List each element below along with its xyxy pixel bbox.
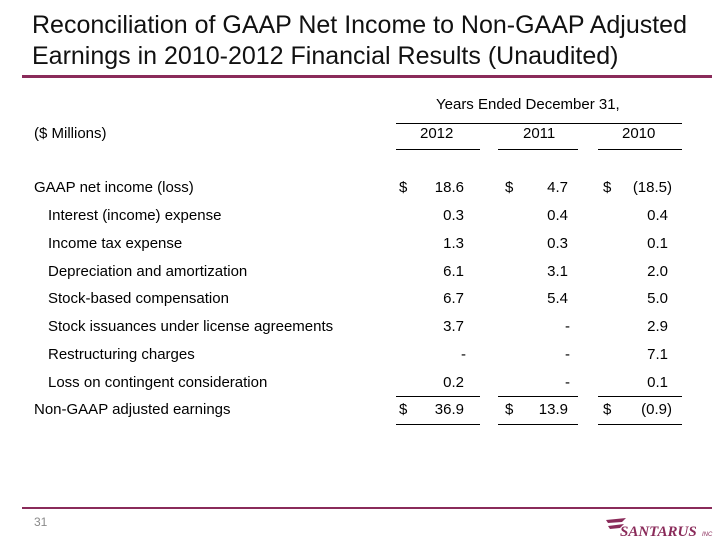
total-row-label: Non-GAAP adjusted earnings	[34, 401, 231, 418]
row-label: Restructuring charges	[48, 346, 195, 363]
slide-title: Reconciliation of GAAP Net Income to Non…	[32, 10, 712, 72]
value-2012: 0.3	[443, 207, 464, 224]
value-2011: -	[565, 318, 570, 335]
row-label: Income tax expense	[48, 235, 183, 252]
value-2012: -	[461, 346, 466, 363]
value-2011: 4.7	[547, 179, 568, 196]
value-2010: 2.0	[647, 263, 668, 280]
period-header: Years Ended December 31,	[436, 96, 620, 113]
value-2011: 3.1	[547, 263, 568, 280]
row-label: GAAP net income (loss)	[34, 179, 194, 196]
value-2012: 6.7	[443, 290, 464, 307]
value-2011: 5.4	[547, 290, 568, 307]
row-label: Interest (income) expense	[48, 207, 222, 224]
slide-title-line-2: Earnings in 2010-2012 Financial Results …	[32, 42, 619, 70]
value-2012: 0.2	[443, 374, 464, 391]
value-2012: 1.3	[443, 235, 464, 252]
value-2010: 0.1	[647, 374, 668, 391]
value-2010: 0.1	[647, 235, 668, 252]
year-header-2011: 2011	[523, 125, 556, 142]
currency-symbol: $	[505, 401, 514, 418]
row-label: Stock issuances under license agreements	[48, 318, 334, 335]
total-value-2012: 36.9	[434, 401, 464, 418]
svg-text:SANTARUS: SANTARUS	[620, 524, 697, 540]
value-2010: (18.5)	[632, 179, 672, 196]
currency-symbol: $	[399, 179, 408, 196]
value-2012: 3.7	[443, 318, 464, 335]
currency-symbol: $	[505, 179, 514, 196]
value-2011: 0.4	[547, 207, 568, 224]
year-rule-2012	[396, 149, 480, 150]
subtotal-rule-2010	[598, 396, 682, 397]
currency-symbol: $	[603, 179, 612, 196]
total-value-2010: (0.9)	[641, 401, 672, 418]
value-2011: -	[565, 346, 570, 363]
svg-text:INC: INC	[702, 532, 713, 538]
row-label: Depreciation and amortization	[48, 263, 248, 280]
total-rule-2012	[396, 424, 480, 425]
year-header-2010: 2010	[622, 125, 656, 142]
slide-title-line-1: Reconciliation of GAAP Net Income to Non…	[32, 11, 687, 39]
value-2010: 0.4	[647, 207, 668, 224]
santarus-logo: SANTARUS INC	[606, 518, 713, 540]
value-2011: -	[565, 374, 570, 391]
value-2010: 5.0	[647, 290, 668, 307]
year-header-2012: 2012	[420, 125, 454, 142]
currency-symbol: $	[603, 401, 612, 418]
year-rule-2010	[598, 149, 682, 150]
subtotal-rule-2012	[396, 396, 480, 397]
total-rule-2010	[598, 424, 682, 425]
value-2010: 2.9	[647, 318, 668, 335]
value-2011: 0.3	[547, 235, 568, 252]
value-2010: 7.1	[647, 346, 668, 363]
currency-symbol: $	[399, 401, 408, 418]
value-2012: 6.1	[443, 263, 464, 280]
title-divider	[22, 75, 712, 78]
total-value-2011: 13.9	[538, 401, 568, 418]
period-header-rule	[396, 123, 682, 124]
subtotal-rule-2011	[498, 396, 578, 397]
footer-divider	[22, 507, 712, 509]
total-rule-2011	[498, 424, 578, 425]
value-2012: 18.6	[434, 179, 464, 196]
year-rule-2011	[498, 149, 578, 150]
row-label: Loss on contingent consideration	[48, 374, 268, 391]
page-number: 31	[34, 515, 48, 529]
units-label: ($ Millions)	[34, 125, 107, 142]
row-label: Stock-based compensation	[48, 290, 229, 307]
